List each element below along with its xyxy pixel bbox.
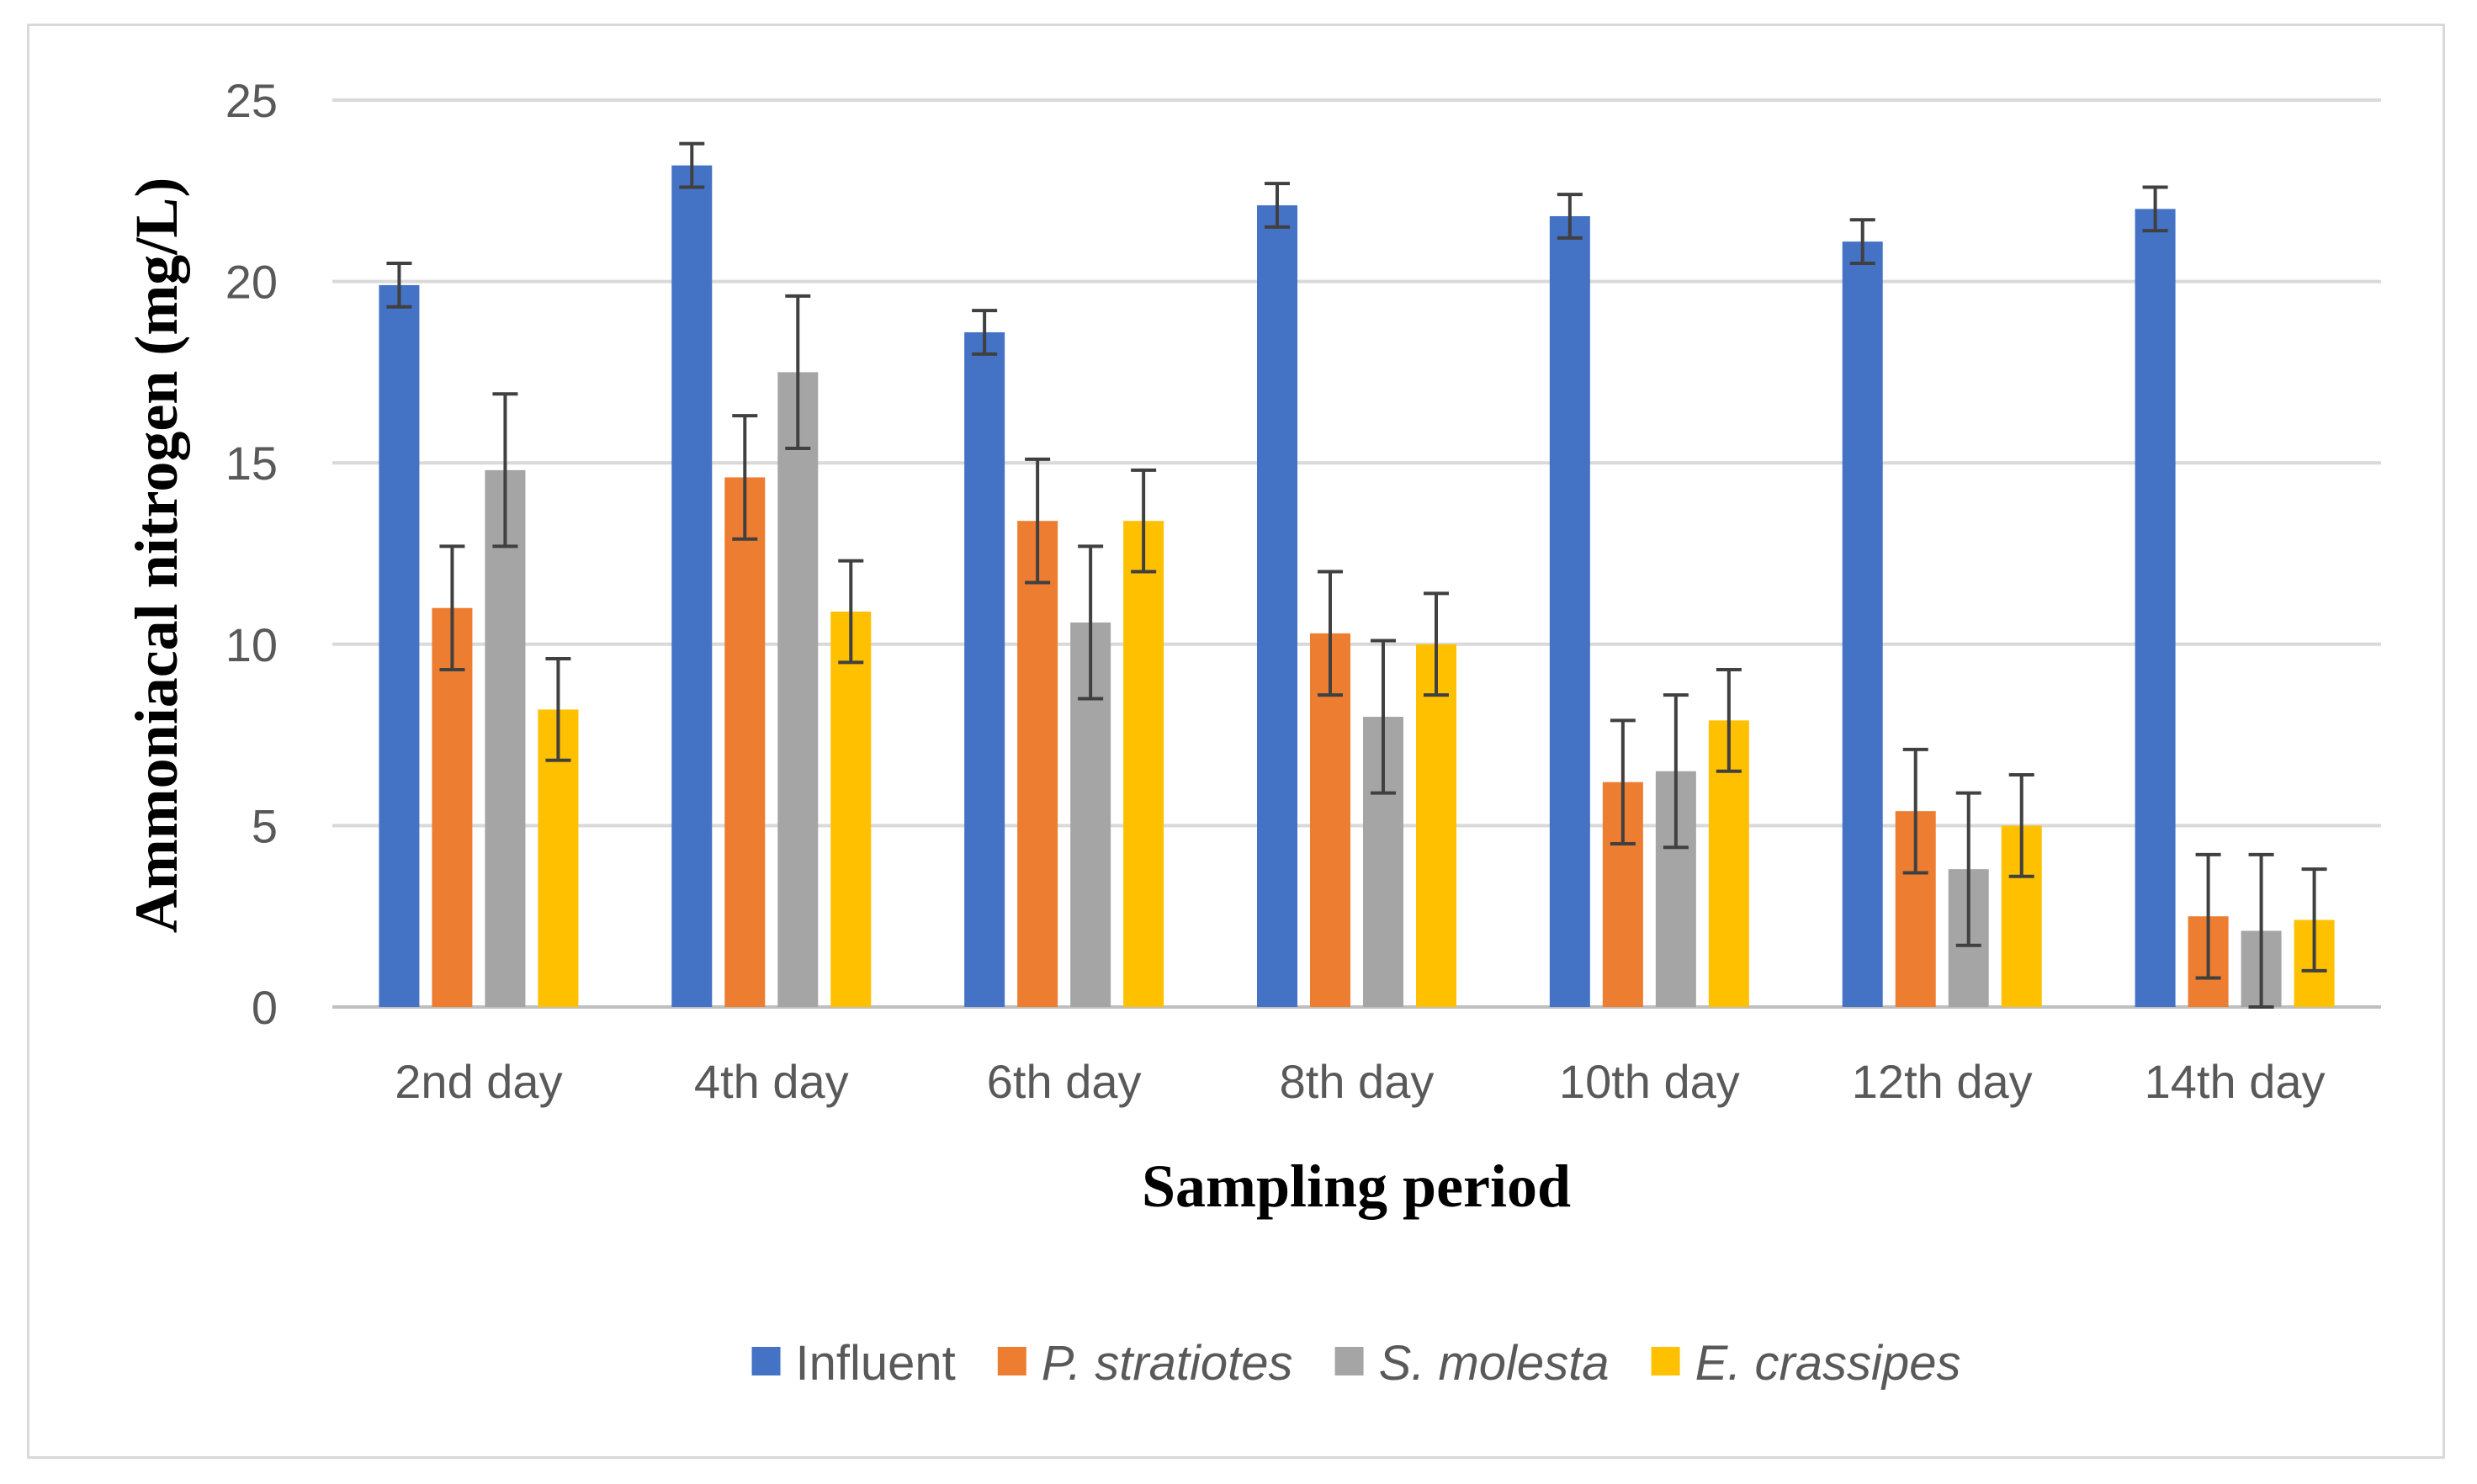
x-tick-label: 4th day [694, 1055, 849, 1108]
bar [2135, 209, 2176, 1008]
chart-frame [27, 24, 2445, 1459]
bar [1123, 521, 1164, 1007]
error-bar [1902, 747, 1928, 875]
bar [671, 165, 713, 1008]
error-bar [439, 544, 465, 671]
error-bar [1025, 457, 1051, 585]
error-bar [972, 309, 998, 356]
error-bar [1663, 693, 1689, 850]
error-bar [679, 141, 705, 189]
error-bar [1716, 667, 1742, 773]
y-tick-label: 25 [225, 74, 278, 127]
error-bar [2248, 852, 2274, 1009]
bar [485, 469, 526, 1007]
error-bar [492, 392, 518, 549]
bar [1549, 215, 1590, 1007]
error-bar [1557, 193, 1583, 240]
x-tick-label: 2nd day [395, 1055, 562, 1108]
error-bar [2195, 852, 2221, 980]
error-bar [1131, 468, 1157, 574]
error-bar [1424, 591, 1449, 697]
y-tick-label: 5 [252, 799, 278, 852]
bar [379, 284, 420, 1007]
x-tick-label: 12th day [1852, 1055, 2033, 1108]
error-bar [2301, 867, 2327, 973]
bar [1416, 644, 1456, 1007]
y-tick-label: 0 [252, 981, 278, 1034]
error-bar [386, 262, 412, 309]
x-tick-label: 10th day [1559, 1055, 1740, 1108]
y-axis-title: Ammoniacal nitrogen (mg/L) [123, 178, 190, 934]
legend: Influent P. stratiotes S. molesta E. crassi… [751, 1336, 1961, 1391]
error-bar [838, 559, 864, 665]
bar [1257, 205, 1297, 1008]
x-tick-labels: 2nd day 4th day 6th day 8th day 10th day 12th… [395, 1055, 2325, 1108]
legend-item: P. stratiotes [997, 1336, 1293, 1391]
error-bar [1371, 639, 1396, 795]
bar [724, 477, 766, 1007]
bar [777, 372, 819, 1007]
x-axis-title: Sampling period [1142, 1153, 1571, 1220]
legend-label: S. molesta [1379, 1336, 1610, 1391]
bar [830, 611, 872, 1007]
legend-swatch [1651, 1347, 1680, 1375]
bar [1017, 521, 1058, 1007]
error-bar [545, 657, 571, 762]
error-bar [2008, 773, 2034, 878]
legend-swatch [751, 1347, 781, 1375]
x-tick-label: 6th day [987, 1055, 1142, 1108]
x-tick-label: 14th day [2145, 1055, 2326, 1108]
legend-swatch [997, 1347, 1026, 1375]
legend-swatch [1334, 1347, 1364, 1375]
legend-label: Influent [796, 1336, 956, 1391]
legend-item: E. crassipes [1651, 1336, 1961, 1391]
legend-label: P. stratiotes [1042, 1336, 1293, 1391]
error-bar [1610, 718, 1636, 845]
legend-item: S. molesta [1334, 1336, 1610, 1391]
error-bar [1955, 791, 1981, 947]
legend-item: Influent [751, 1336, 956, 1391]
error-bars [386, 141, 2327, 1009]
error-bar [1265, 182, 1290, 229]
y-tick-label: 10 [225, 618, 278, 671]
gridlines [332, 98, 2381, 1009]
error-bar [785, 294, 811, 450]
error-bar [1318, 570, 1343, 697]
bar [964, 331, 1005, 1007]
bars [379, 165, 2335, 1008]
x-tick-label: 8th day [1280, 1055, 1435, 1108]
y-tick-labels: 0 5 10 15 20 25 [225, 74, 278, 1034]
error-bar [732, 414, 758, 541]
legend-label: E. crassipes [1695, 1336, 1961, 1391]
bar [1842, 241, 1883, 1008]
error-bar [1849, 218, 1875, 266]
error-bar [2142, 185, 2168, 233]
y-tick-label: 15 [225, 437, 278, 490]
y-tick-label: 20 [225, 256, 278, 309]
bar [432, 607, 473, 1007]
error-bar [1078, 544, 1104, 701]
